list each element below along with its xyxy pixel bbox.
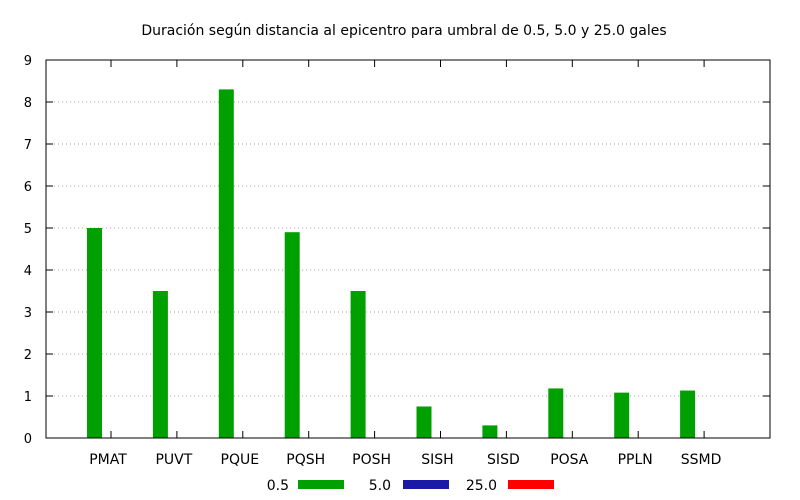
x-tick-label: POSA [550, 452, 589, 468]
bar [87, 228, 102, 438]
y-tick-label: 0 [24, 432, 32, 447]
y-tick-label: 8 [24, 96, 32, 111]
bar [284, 232, 300, 438]
x-tick-label: PQUE [221, 452, 260, 468]
x-tick-label: SISH [421, 452, 453, 468]
x-tick-label: SISD [487, 452, 520, 468]
y-tick-label: 9 [24, 54, 32, 69]
x-tick-label: POSH [352, 452, 391, 468]
legend-label: 5.0 [369, 478, 391, 494]
bar [482, 425, 498, 438]
x-tick-label: SSMD [681, 452, 722, 468]
x-tick-label: PPLN [618, 452, 653, 468]
bar [680, 390, 696, 438]
y-tick-label: 6 [24, 180, 32, 195]
x-tick-label: PQSH [286, 452, 325, 468]
bar [416, 406, 432, 438]
y-tick-label: 1 [24, 390, 32, 405]
x-tick-labels: PMAT PUVT PQUE PQSH POSH SISH SISD POSA PPLN SSMD [89, 452, 721, 468]
bar [350, 291, 366, 438]
y-tick-labels: 0 1 2 3 4 5 6 7 8 9 [24, 54, 32, 447]
chart-title: Duración según distancia al epicentro pa… [141, 23, 666, 39]
bar [614, 392, 630, 438]
y-tick-label: 4 [24, 264, 32, 279]
x-tick-label: PUVT [155, 452, 192, 468]
legend-swatch [298, 480, 344, 489]
legend: 0.5 5.0 25.0 [267, 478, 554, 494]
y-tick-label: 5 [24, 222, 32, 237]
bars [87, 89, 696, 439]
bar [548, 388, 564, 438]
x-tick-label: PMAT [89, 452, 127, 468]
plot-frame [45, 59, 771, 439]
bar [218, 89, 234, 439]
bar [152, 291, 168, 438]
y-tick-label: 3 [24, 306, 32, 321]
y-tick-label: 2 [24, 348, 32, 363]
y-tick-label: 7 [24, 138, 32, 153]
legend-label: 25.0 [466, 478, 497, 494]
legend-label: 0.5 [267, 478, 289, 494]
ticks [46, 59, 770, 439]
legend-swatch [508, 480, 554, 489]
legend-swatch [403, 480, 449, 489]
